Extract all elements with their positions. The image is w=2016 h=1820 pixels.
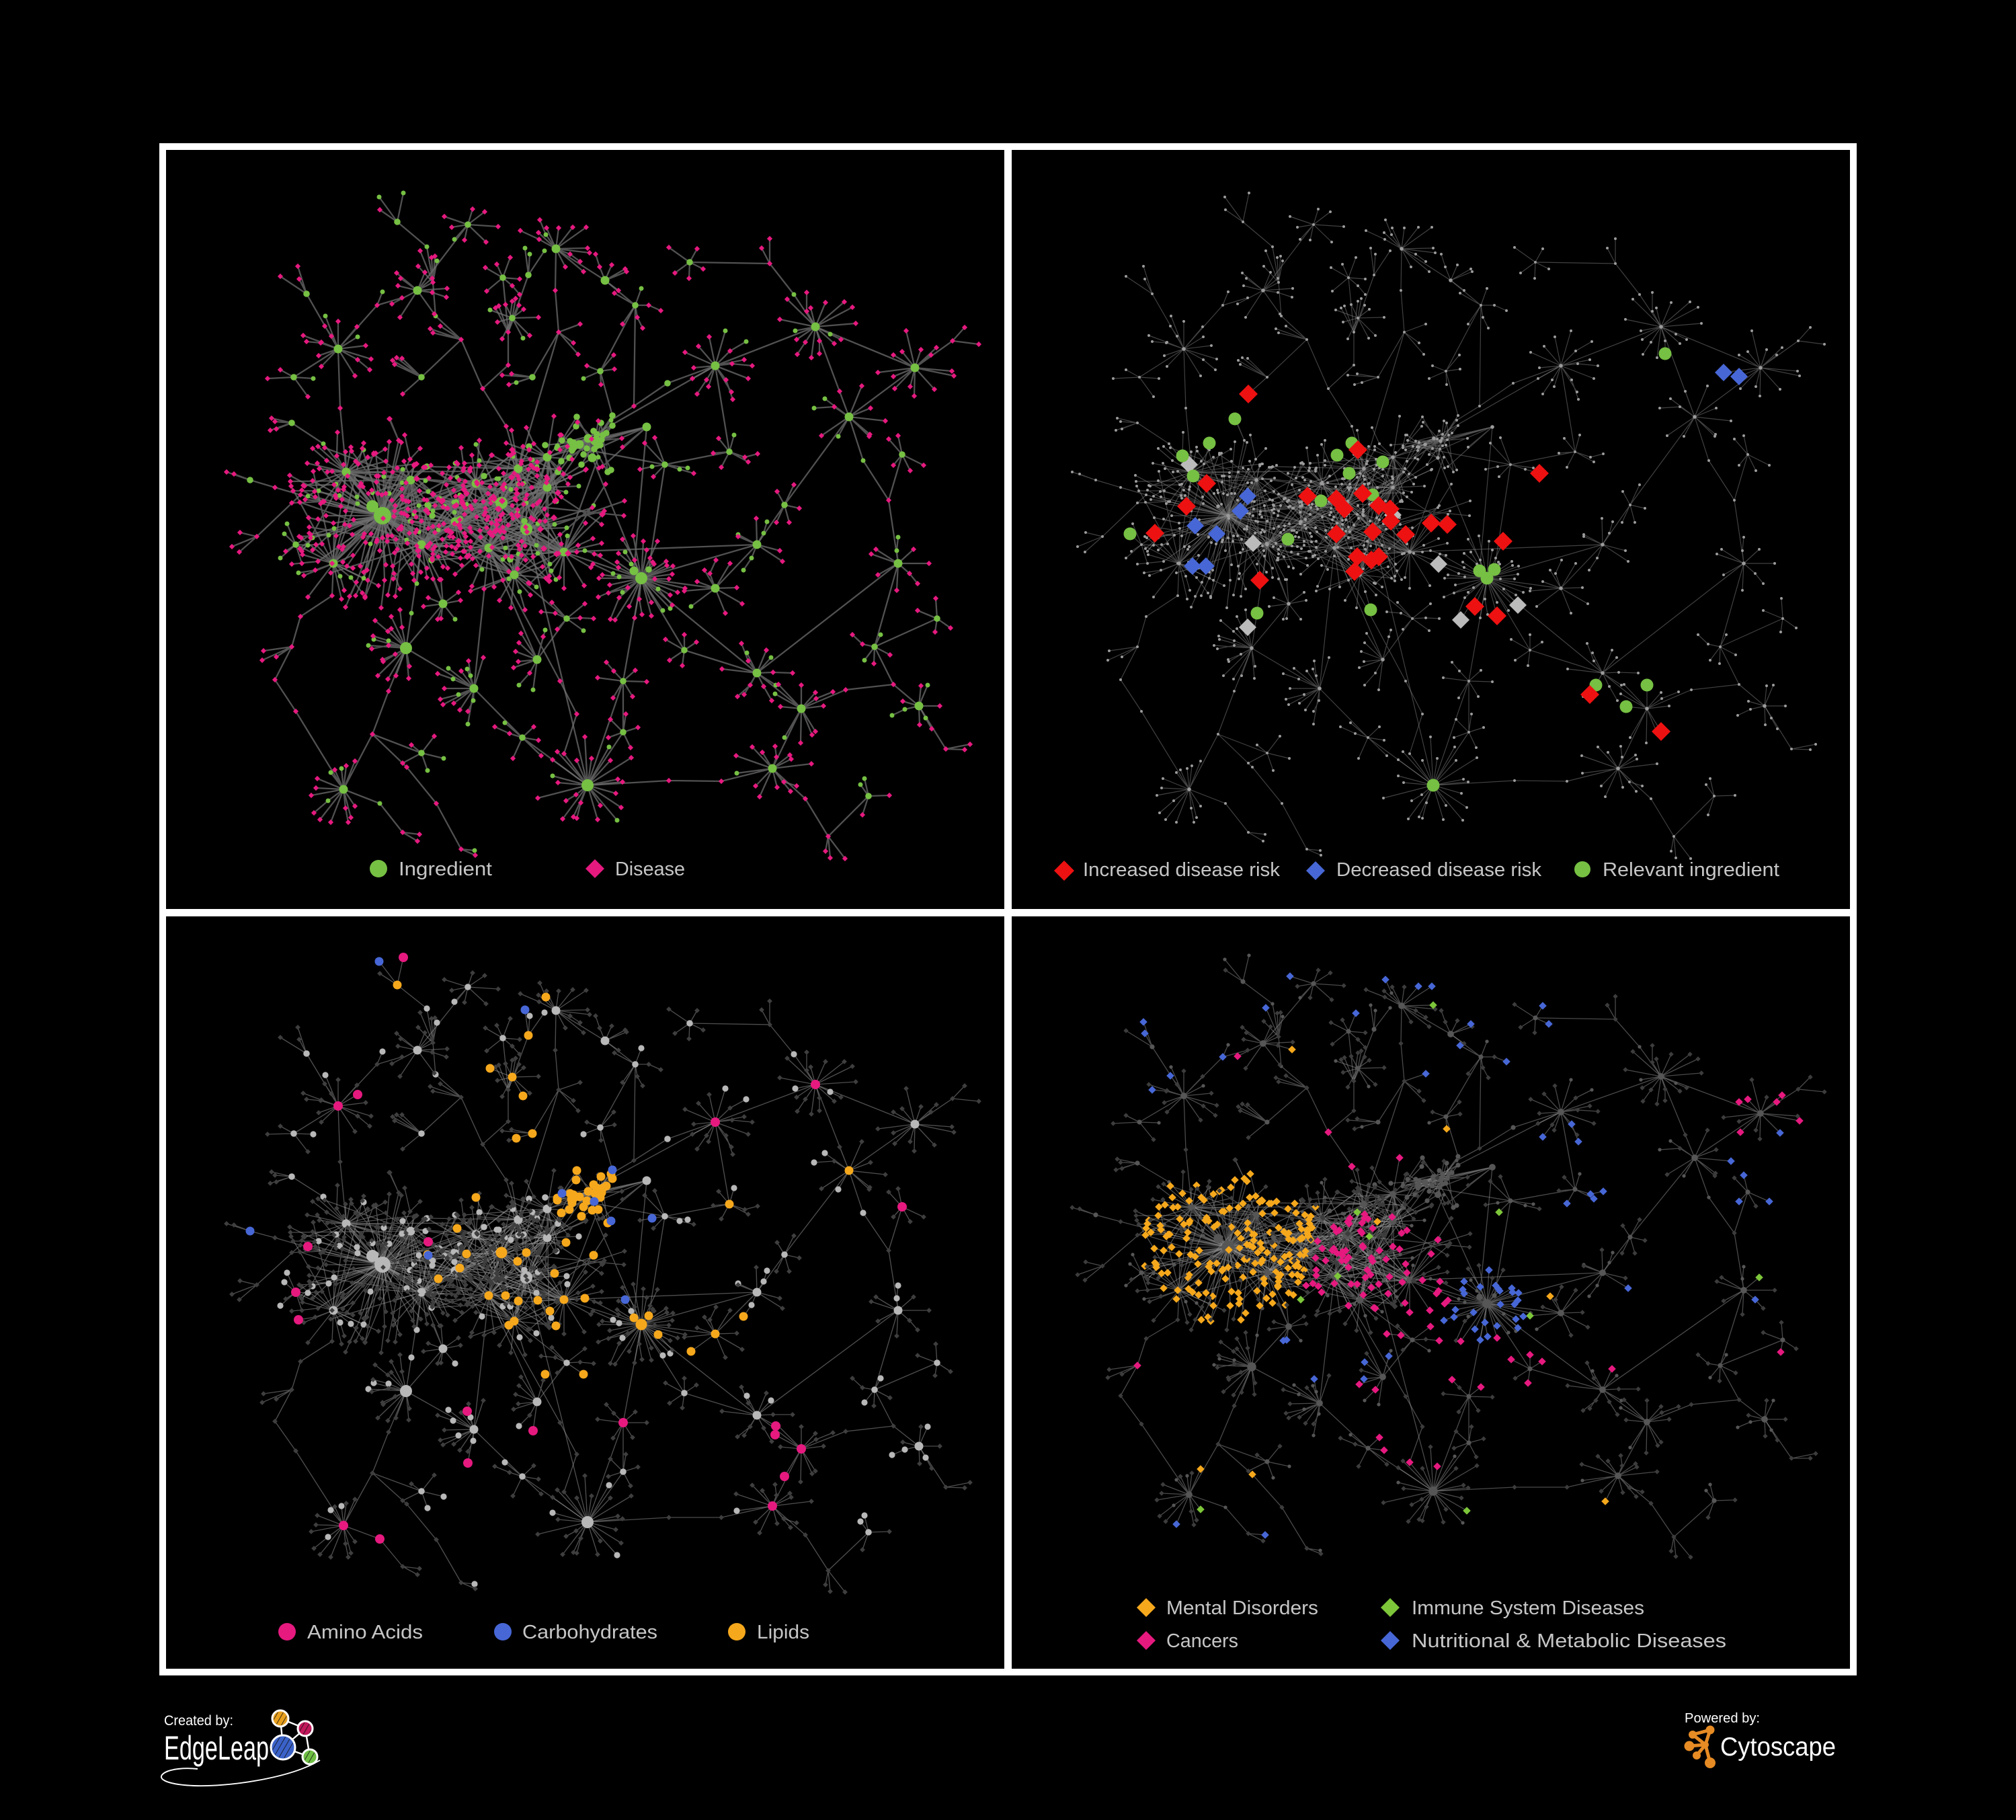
svg-text:Cancers: Cancers: [1166, 1630, 1238, 1652]
svg-text:Ingredient: Ingredient: [399, 859, 492, 880]
svg-text:Created by:: Created by:: [164, 1713, 233, 1729]
svg-text:EdgeLeap: EdgeLeap: [164, 1729, 269, 1767]
svg-text:Carbohydrates: Carbohydrates: [522, 1622, 657, 1643]
svg-text:Relevant ingredient: Relevant ingredient: [1603, 859, 1779, 881]
svg-text:Decreased disease risk: Decreased disease risk: [1336, 859, 1541, 881]
svg-text:Disease: Disease: [615, 859, 685, 880]
svg-text:Amino Acids: Amino Acids: [307, 1622, 423, 1643]
svg-text:Mental Disorders: Mental Disorders: [1166, 1597, 1318, 1619]
svg-text:Increased disease risk: Increased disease risk: [1083, 859, 1281, 881]
svg-text:Immune System Diseases: Immune System Diseases: [1412, 1597, 1644, 1619]
svg-text:Lipids: Lipids: [757, 1622, 809, 1643]
svg-text:Powered by:: Powered by:: [1685, 1711, 1760, 1726]
svg-text:Nutritional & Metabolic Diseas: Nutritional & Metabolic Diseases: [1412, 1630, 1726, 1652]
svg-text:Cytoscape: Cytoscape: [1720, 1733, 1836, 1762]
